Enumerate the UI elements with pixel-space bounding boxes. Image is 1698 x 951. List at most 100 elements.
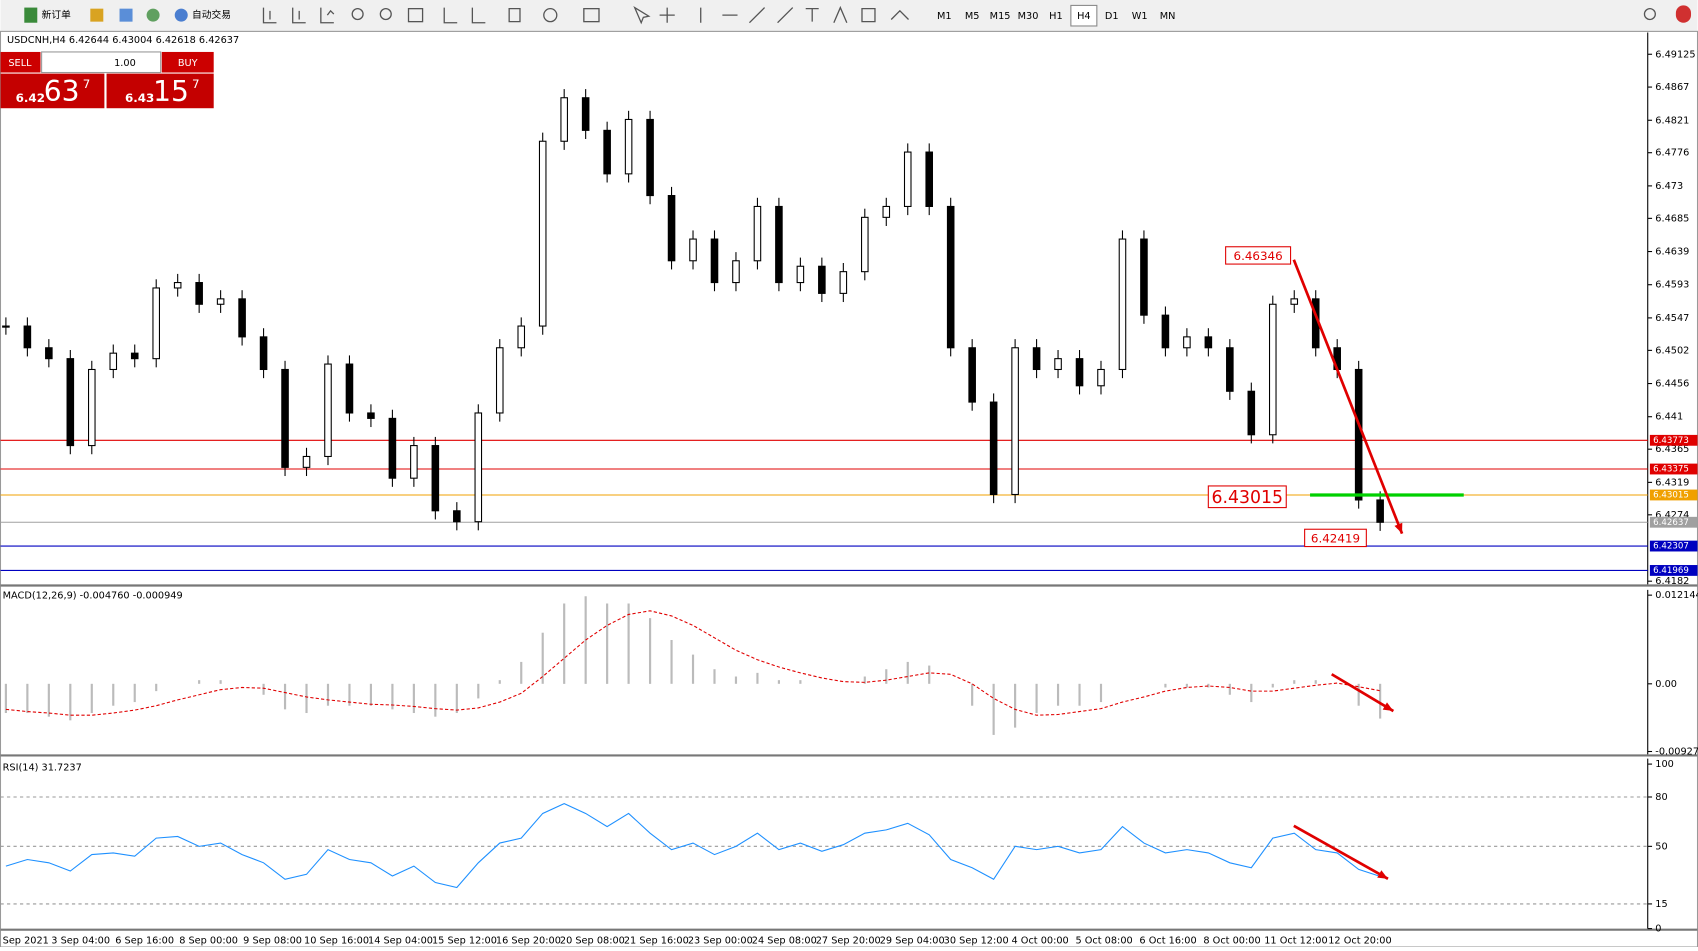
y-tick-label: 6.4821	[1655, 115, 1689, 126]
price-level-label: 6.43375	[1653, 465, 1689, 475]
timeframe-button[interactable]: M15	[990, 11, 1011, 22]
candle	[1118, 238, 1127, 371]
timeframe-button[interactable]: W1	[1132, 11, 1148, 22]
candle	[1204, 336, 1213, 349]
auto-trading-button[interactable]: 自动交易	[192, 8, 231, 21]
candle	[66, 358, 75, 447]
candle	[216, 298, 225, 305]
candle	[88, 368, 96, 447]
candle	[603, 129, 611, 175]
arrow-head	[1382, 702, 1394, 712]
sell-label[interactable]: SELL	[8, 58, 32, 69]
indicator-title: MACD(12,26,9) -0.004760 -0.000949	[3, 590, 183, 601]
active-timeframe	[1070, 4, 1098, 27]
timeframe-button[interactable]: MN	[1160, 11, 1176, 22]
candle	[1054, 358, 1062, 371]
sell-button[interactable]	[0, 51, 41, 73]
timeframe-button[interactable]: H4	[1077, 11, 1091, 22]
x-tick-label: 11 Oct 12:00	[1264, 936, 1327, 947]
sell-price-box[interactable]	[0, 73, 105, 109]
candle	[925, 151, 934, 207]
x-tick-label: 27 Sep 20:00	[816, 936, 881, 947]
y-tick-label: 50	[1655, 841, 1667, 852]
x-tick-label: 8 Oct 00:00	[1203, 936, 1260, 947]
candle	[989, 401, 998, 496]
x-tick-label: 4 Oct 00:00	[1011, 936, 1068, 947]
x-tick-label: 14 Sep 04:00	[368, 936, 433, 947]
price-level-label: 6.42307	[1653, 542, 1689, 552]
candle	[796, 265, 805, 284]
candle	[968, 347, 976, 403]
x-tick-label: 3 Sep 04:00	[51, 936, 110, 947]
x-tick-label: 12 Oct 20:00	[1328, 936, 1391, 947]
arrow-head	[1377, 870, 1388, 879]
x-tick-label: 10 Sep 16:00	[304, 936, 369, 947]
y-tick-label: 15	[1655, 899, 1667, 910]
candle	[195, 282, 203, 305]
y-tick-label: 6.4274	[1655, 510, 1689, 521]
icon[interactable]	[119, 8, 133, 22]
y-tick-label: 6.4547	[1655, 313, 1689, 324]
y-tick-label: 6.473	[1655, 181, 1683, 192]
candle	[1032, 347, 1041, 371]
candle	[710, 238, 719, 284]
x-tick-label: Sep 2021	[3, 936, 49, 947]
candle	[152, 287, 160, 360]
buy-label[interactable]: BUY	[178, 58, 198, 69]
plot-area: 6.49125 6.4867 6.4821 6.4776 6.473 6.4685 6.46…	[0, 32, 1698, 947]
lot-value[interactable]: 1.00	[114, 58, 136, 69]
candle	[1183, 336, 1191, 349]
candle	[259, 336, 268, 371]
y-tick-label: 6.4319	[1655, 477, 1689, 488]
y-tick-label: 100	[1655, 759, 1674, 770]
candle	[1376, 499, 1384, 523]
candle	[818, 265, 826, 294]
x-tick-label: 16 Sep 20:00	[496, 936, 561, 947]
candle	[624, 118, 633, 175]
lot-input[interactable]	[41, 51, 162, 74]
buy-price-big: 6.43	[125, 91, 154, 105]
icon[interactable]	[146, 8, 160, 22]
buy-button[interactable]	[161, 51, 214, 73]
timeframe-button[interactable]: M1	[937, 11, 952, 22]
timeframe-button[interactable]: H1	[1049, 11, 1063, 22]
candle	[1075, 358, 1084, 387]
timeframe-button[interactable]: M5	[965, 11, 980, 22]
candle	[23, 325, 32, 349]
rsi-line	[5, 802, 1381, 889]
new-order-button[interactable]: 新订单	[42, 8, 71, 21]
trend-arrow	[1292, 259, 1404, 535]
price-level-tag	[1649, 540, 1698, 552]
notification[interactable]	[1675, 5, 1692, 23]
icon[interactable]	[90, 8, 104, 22]
x-tick-label: 21 Sep 16:00	[624, 936, 689, 947]
buy-price-mid: 15	[153, 75, 189, 108]
x-tick-label: 29 Sep 04:00	[880, 936, 945, 947]
x-tick-label: 24 Sep 08:00	[752, 936, 817, 947]
price-level-label: 6.42637	[1653, 518, 1689, 528]
buy-price-small: 7	[192, 77, 200, 91]
chart-window	[0, 30, 1698, 948]
price-level-tag	[1649, 565, 1698, 576]
candle	[495, 347, 504, 414]
timeframe-button[interactable]: D1	[1105, 11, 1119, 22]
candle	[302, 455, 311, 468]
annotation: 6.42419	[1311, 531, 1360, 545]
buy-price-box[interactable]	[106, 73, 214, 109]
candle	[431, 445, 440, 512]
sell-price-small: 7	[83, 77, 91, 91]
new-order-icon[interactable]	[24, 7, 38, 23]
candle	[882, 205, 891, 218]
candle	[667, 195, 676, 262]
auto-trading-icon[interactable]	[174, 8, 188, 22]
timeframe-button[interactable]: M30	[1018, 11, 1039, 22]
price-level-tag	[1649, 434, 1698, 446]
candle	[1161, 314, 1170, 349]
candle	[1354, 368, 1363, 501]
tool-icons[interactable]	[262, 5, 1656, 25]
y-tick-label: 6.4502	[1655, 345, 1689, 356]
price-level-label: 6.43015	[1653, 490, 1689, 500]
y-tick-label: -0.00927	[1655, 747, 1698, 758]
candle	[946, 205, 955, 349]
